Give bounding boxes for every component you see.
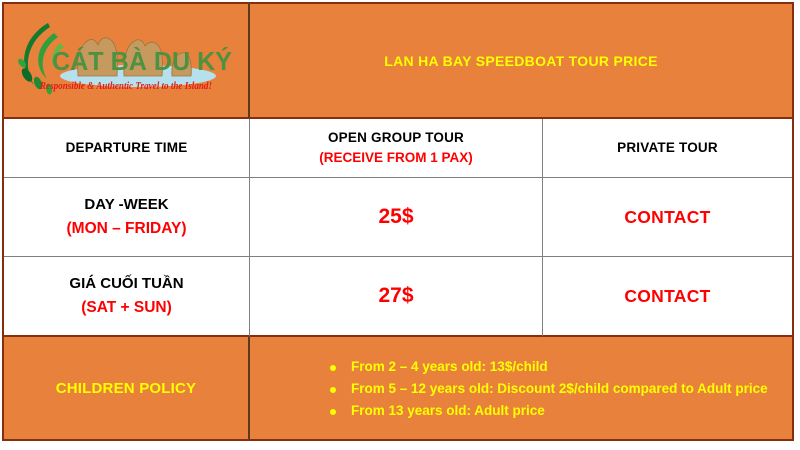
children-policy-list: From 2 – 4 years old: 13$/child From 5 –… (250, 359, 792, 418)
children-policy-label: CHILDREN POLICY (55, 379, 197, 397)
weekday-label: DAY -WEEK (84, 196, 169, 214)
receive-from-1-pax-label: (RECEIVE FROM 1 PAX) (319, 150, 473, 165)
karst-mountains-icon (77, 36, 192, 76)
policy-item-text: From 13 years old: Adult price (351, 402, 545, 418)
cat-ba-du-ky-logo: CÁT BÀ DU KÝ Responsible & Authentic Tra… (18, 22, 232, 94)
list-item: From 2 – 4 years old: 13$/child (330, 359, 548, 374)
row-weekday-time-cell: DAY -WEEK (MON – FRIDAY) (4, 178, 250, 257)
weekday-group-price: 25$ (378, 205, 414, 228)
row-weekend-group-price-cell: 27$ (250, 257, 543, 337)
weekend-note: (SAT + SUN) (81, 299, 172, 317)
logo-cell: CÁT BÀ DU KÝ Responsible & Authentic Tra… (4, 4, 250, 119)
list-item: From 13 years old: Adult price (330, 403, 545, 418)
children-policy-label-cell: CHILDREN POLICY (4, 337, 250, 439)
weekday-private-contact: CONTACT (624, 206, 711, 227)
header-title-cell: LAN HA BAY SPEEDBOAT TOUR PRICE (250, 4, 792, 119)
row-weekend-time-cell: GIÁ CUỐI TUẦN (SAT + SUN) (4, 257, 250, 337)
weekend-group-price: 27$ (378, 284, 414, 307)
weekend-label: GIÁ CUỐI TUẦN (69, 275, 184, 293)
list-item: From 5 – 12 years old: Discount 2$/child… (330, 381, 768, 396)
bullet-icon (330, 386, 336, 393)
row-weekday-private-cell: CONTACT (543, 178, 792, 257)
bullet-icon (330, 364, 336, 371)
private-tour-label: PRIVATE TOUR (617, 140, 718, 156)
weekend-private-contact: CONTACT (624, 285, 711, 306)
row-weekend-private-cell: CONTACT (543, 257, 792, 337)
row-weekday-group-price-cell: 25$ (250, 178, 543, 257)
col-header-group: OPEN GROUP TOUR (RECEIVE FROM 1 PAX) (250, 119, 543, 178)
leaf-swirl-icon (18, 22, 64, 94)
open-group-tour-label: OPEN GROUP TOUR (327, 130, 465, 146)
bullet-icon (330, 408, 336, 415)
policy-item-text: From 2 – 4 years old: 13$/child (351, 358, 548, 374)
departure-time-label: DEPARTURE TIME (65, 140, 188, 156)
price-table: CÁT BÀ DU KÝ Responsible & Authentic Tra… (2, 2, 794, 441)
logo-brand-text: CÁT BÀ DU KÝ (52, 46, 232, 76)
weekday-note: (MON – FRIDAY) (66, 220, 187, 238)
col-header-private: PRIVATE TOUR (543, 119, 792, 178)
page-title: LAN HA BAY SPEEDBOAT TOUR PRICE (384, 52, 658, 69)
policy-item-text: From 5 – 12 years old: Discount 2$/child… (351, 380, 768, 396)
children-policy-list-cell: From 2 – 4 years old: 13$/child From 5 –… (250, 337, 792, 439)
col-header-departure: DEPARTURE TIME (4, 119, 250, 178)
logo-tagline-text: Responsible & Authentic Travel to the Is… (39, 81, 212, 92)
